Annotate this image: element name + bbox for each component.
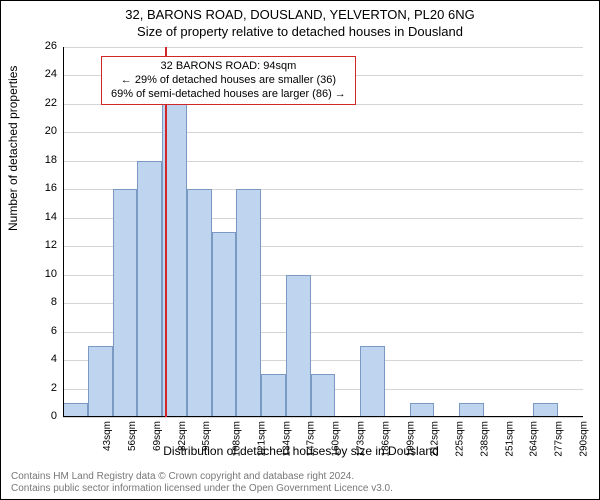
footer-line-1: Contains HM Land Registry data © Crown c… xyxy=(11,471,393,483)
histogram-bar xyxy=(311,374,336,417)
footer-text: Contains HM Land Registry data © Crown c… xyxy=(11,471,393,494)
x-axis-label: Distribution of detached houses by size … xyxy=(1,444,600,458)
y-tick-label: 20 xyxy=(33,125,57,137)
y-tick-label: 26 xyxy=(33,40,57,52)
histogram-bar xyxy=(236,189,261,417)
callout-line-2: ← 29% of detached houses are smaller (36… xyxy=(111,74,346,88)
callout-line-1: 32 BARONS ROAD: 94sqm xyxy=(111,60,346,74)
y-tick-label: 24 xyxy=(33,68,57,80)
y-tick-label: 2 xyxy=(33,382,57,394)
callout-box: 32 BARONS ROAD: 94sqm ← 29% of detached … xyxy=(101,56,356,105)
histogram-bar xyxy=(459,403,484,417)
histogram-bar xyxy=(187,189,212,417)
y-tick-label: 0 xyxy=(33,410,57,422)
y-tick-label: 14 xyxy=(33,211,57,223)
y-axis-label: Number of detached properties xyxy=(6,66,20,231)
histogram-bar xyxy=(410,403,435,417)
histogram-bar xyxy=(533,403,558,417)
grid-line xyxy=(63,417,583,418)
y-tick-label: 6 xyxy=(33,325,57,337)
title-line-2: Size of property relative to detached ho… xyxy=(1,24,599,39)
histogram-bar xyxy=(88,346,113,417)
title-line-1: 32, BARONS ROAD, DOUSLAND, YELVERTON, PL… xyxy=(1,7,599,22)
x-axis-line xyxy=(63,416,583,417)
y-tick-label: 8 xyxy=(33,296,57,308)
histogram-bar xyxy=(113,189,138,417)
y-tick-label: 10 xyxy=(33,268,57,280)
grid-line xyxy=(63,47,583,48)
y-tick-label: 16 xyxy=(33,182,57,194)
histogram-bar xyxy=(261,374,286,417)
y-tick-label: 4 xyxy=(33,353,57,365)
callout-line-3: 69% of semi-detached houses are larger (… xyxy=(111,88,346,102)
footer-line-2: Contains public sector information licen… xyxy=(11,483,393,495)
histogram-bar xyxy=(137,161,162,417)
histogram-bar xyxy=(212,232,237,417)
chart-container: 32, BARONS ROAD, DOUSLAND, YELVERTON, PL… xyxy=(0,0,600,500)
y-tick-label: 12 xyxy=(33,239,57,251)
y-tick-label: 18 xyxy=(33,154,57,166)
y-tick-label: 22 xyxy=(33,97,57,109)
histogram-bar xyxy=(286,275,311,417)
grid-line xyxy=(63,132,583,133)
histogram-bar xyxy=(63,403,88,417)
y-axis-line xyxy=(63,47,64,417)
histogram-bar xyxy=(360,346,385,417)
